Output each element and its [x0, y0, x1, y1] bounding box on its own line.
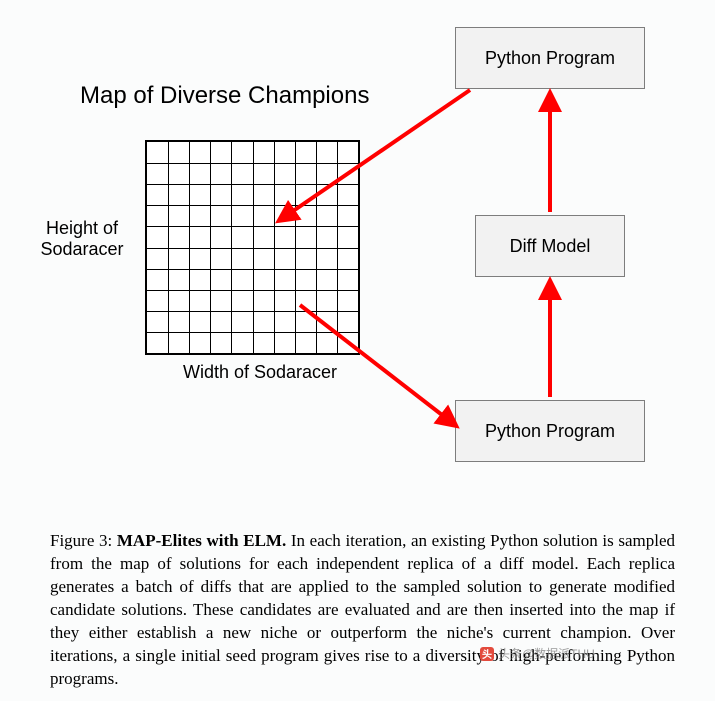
watermark-text: 头条@数据派THU	[498, 645, 595, 662]
x-axis-label: Width of Sodaracer	[160, 362, 360, 383]
map-grid	[145, 140, 360, 355]
python-program-top: Python Program	[455, 27, 645, 89]
diff-model: Diff Model	[475, 215, 625, 277]
watermark: 头 头条@数据派THU	[480, 645, 595, 662]
diagram-title: Map of Diverse Champions	[80, 82, 369, 110]
python-program-bottom: Python Program	[455, 400, 645, 462]
y-axis-label: Height ofSodaracer	[27, 218, 137, 260]
diagram-area: Map of Diverse Champions Height ofSodara…	[0, 0, 715, 490]
caption-label: Figure 3:	[50, 531, 112, 550]
caption-body: In each iteration, an existing Python so…	[50, 531, 675, 688]
caption-bold-title: MAP-Elites with ELM.	[117, 531, 286, 550]
figure-caption: Figure 3: MAP-Elites with ELM. In each i…	[50, 530, 675, 691]
watermark-icon: 头	[480, 647, 494, 661]
